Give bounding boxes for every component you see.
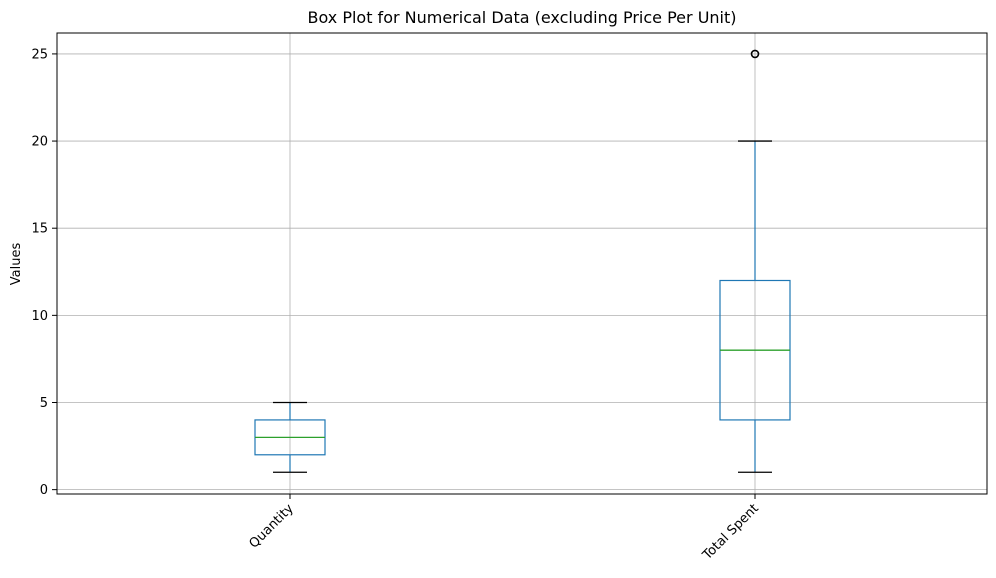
chart-title: Box Plot for Numerical Data (excluding P… (307, 8, 736, 27)
grid-lines (57, 33, 987, 494)
y-tick-label: 10 (31, 309, 48, 324)
outlier-point (750, 49, 760, 59)
box-group (719, 49, 791, 473)
plot-area-frame (56, 32, 988, 495)
y-tick-label: 0 (40, 483, 48, 498)
box-plots (254, 49, 791, 473)
axes-ticks: 0 5 10 15 20 25 Quantity Total Spent (31, 47, 761, 563)
y-tick-label: 5 (40, 396, 48, 411)
x-tick-label: Quantity (246, 501, 297, 552)
y-tick-label: 20 (31, 135, 48, 150)
y-tick-label: 25 (31, 47, 48, 62)
y-tick-label: 15 (31, 222, 48, 237)
box-group (254, 401, 326, 473)
y-axis-label: Values (9, 243, 24, 286)
x-tick-label: Total Spent (699, 501, 761, 563)
